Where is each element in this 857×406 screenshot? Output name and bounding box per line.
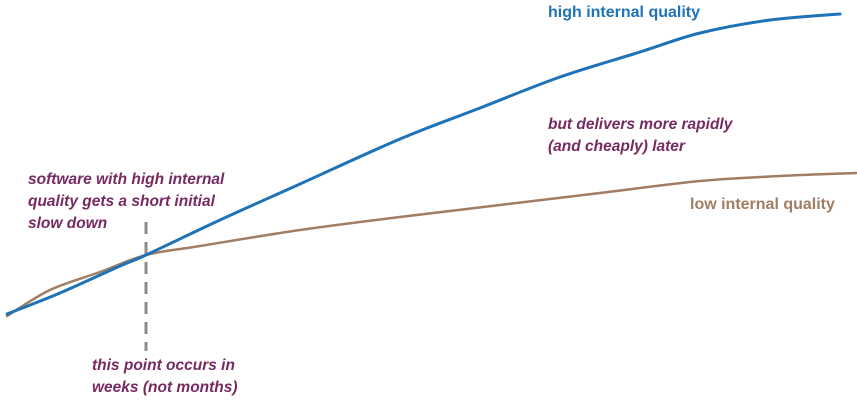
high-internal-quality-curve — [5, 12, 842, 316]
annotation-line: quality gets a short initial — [28, 193, 215, 210]
annotation-line: slow down — [28, 215, 108, 232]
high-internal-quality-label: high internal quality — [548, 4, 701, 21]
annotation-line: this point occurs in — [92, 357, 235, 374]
annotation-line: weeks (not months) — [92, 379, 238, 396]
annotation-point-occurs: this point occurs in weeks (not months) — [92, 355, 238, 399]
low-internal-quality-label: low internal quality — [690, 196, 835, 213]
annotation-line: software with high internal — [28, 171, 225, 188]
annotation-line: but delivers more rapidly — [548, 116, 733, 133]
annotation-initial-slowdown: software with high internal quality gets… — [28, 169, 224, 235]
low-internal-quality-curve — [5, 171, 857, 318]
annotation-delivers-rapidly: but delivers more rapidly (and cheaply) … — [548, 114, 732, 158]
annotation-line: (and cheaply) later — [548, 138, 685, 155]
